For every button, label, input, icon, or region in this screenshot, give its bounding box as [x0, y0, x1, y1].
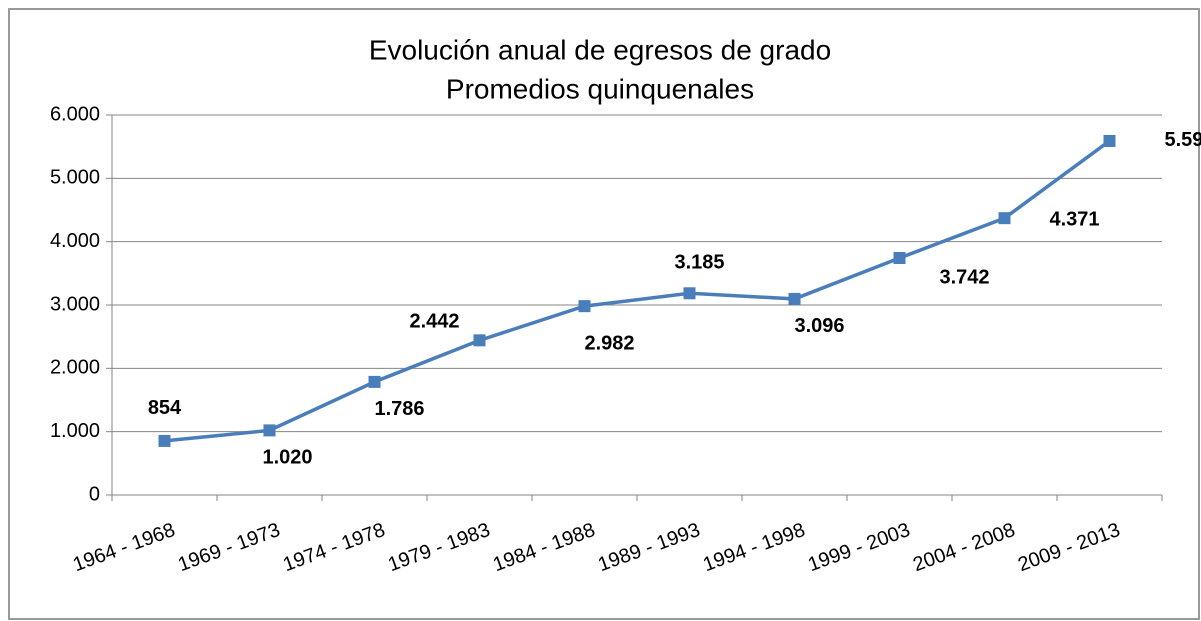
- marker: [788, 292, 801, 305]
- data-label: 3.742: [940, 266, 990, 288]
- line: [164, 139, 1111, 443]
- data-label: 5.590: [1165, 129, 1201, 151]
- y-tick-label: 3.000: [50, 293, 100, 315]
- marker: [263, 424, 276, 437]
- y-tick-label: 4.000: [50, 230, 100, 252]
- y-tick-label: 1.000: [50, 420, 100, 442]
- marker: [578, 300, 591, 313]
- data-label: 1.786: [374, 398, 424, 420]
- data-label: 4.371: [1050, 208, 1100, 230]
- data-label: 2.442: [409, 311, 459, 333]
- marker: [473, 334, 486, 347]
- marker: [1103, 134, 1116, 147]
- data-label: 1.020: [262, 447, 312, 469]
- y-tick-label: 6.000: [50, 103, 100, 125]
- data-label: 854: [148, 397, 182, 419]
- marker: [998, 212, 1011, 225]
- chart-subtitle: Promedios quinquenales: [446, 73, 754, 104]
- marker: [158, 434, 171, 447]
- y-tick-label: 5.000: [50, 167, 100, 189]
- chart-title: Evolución anual de egresos de grado: [369, 34, 831, 65]
- y-tick-label: 2.000: [50, 357, 100, 379]
- marker: [683, 287, 696, 300]
- marker: [368, 375, 381, 388]
- data-label: 3.185: [674, 252, 724, 274]
- chart-frame: [8, 8, 1200, 620]
- data-label: 3.096: [794, 315, 844, 337]
- y-tick-label: 0: [89, 483, 100, 505]
- data-label: 2.982: [584, 332, 634, 354]
- marker: [893, 252, 906, 265]
